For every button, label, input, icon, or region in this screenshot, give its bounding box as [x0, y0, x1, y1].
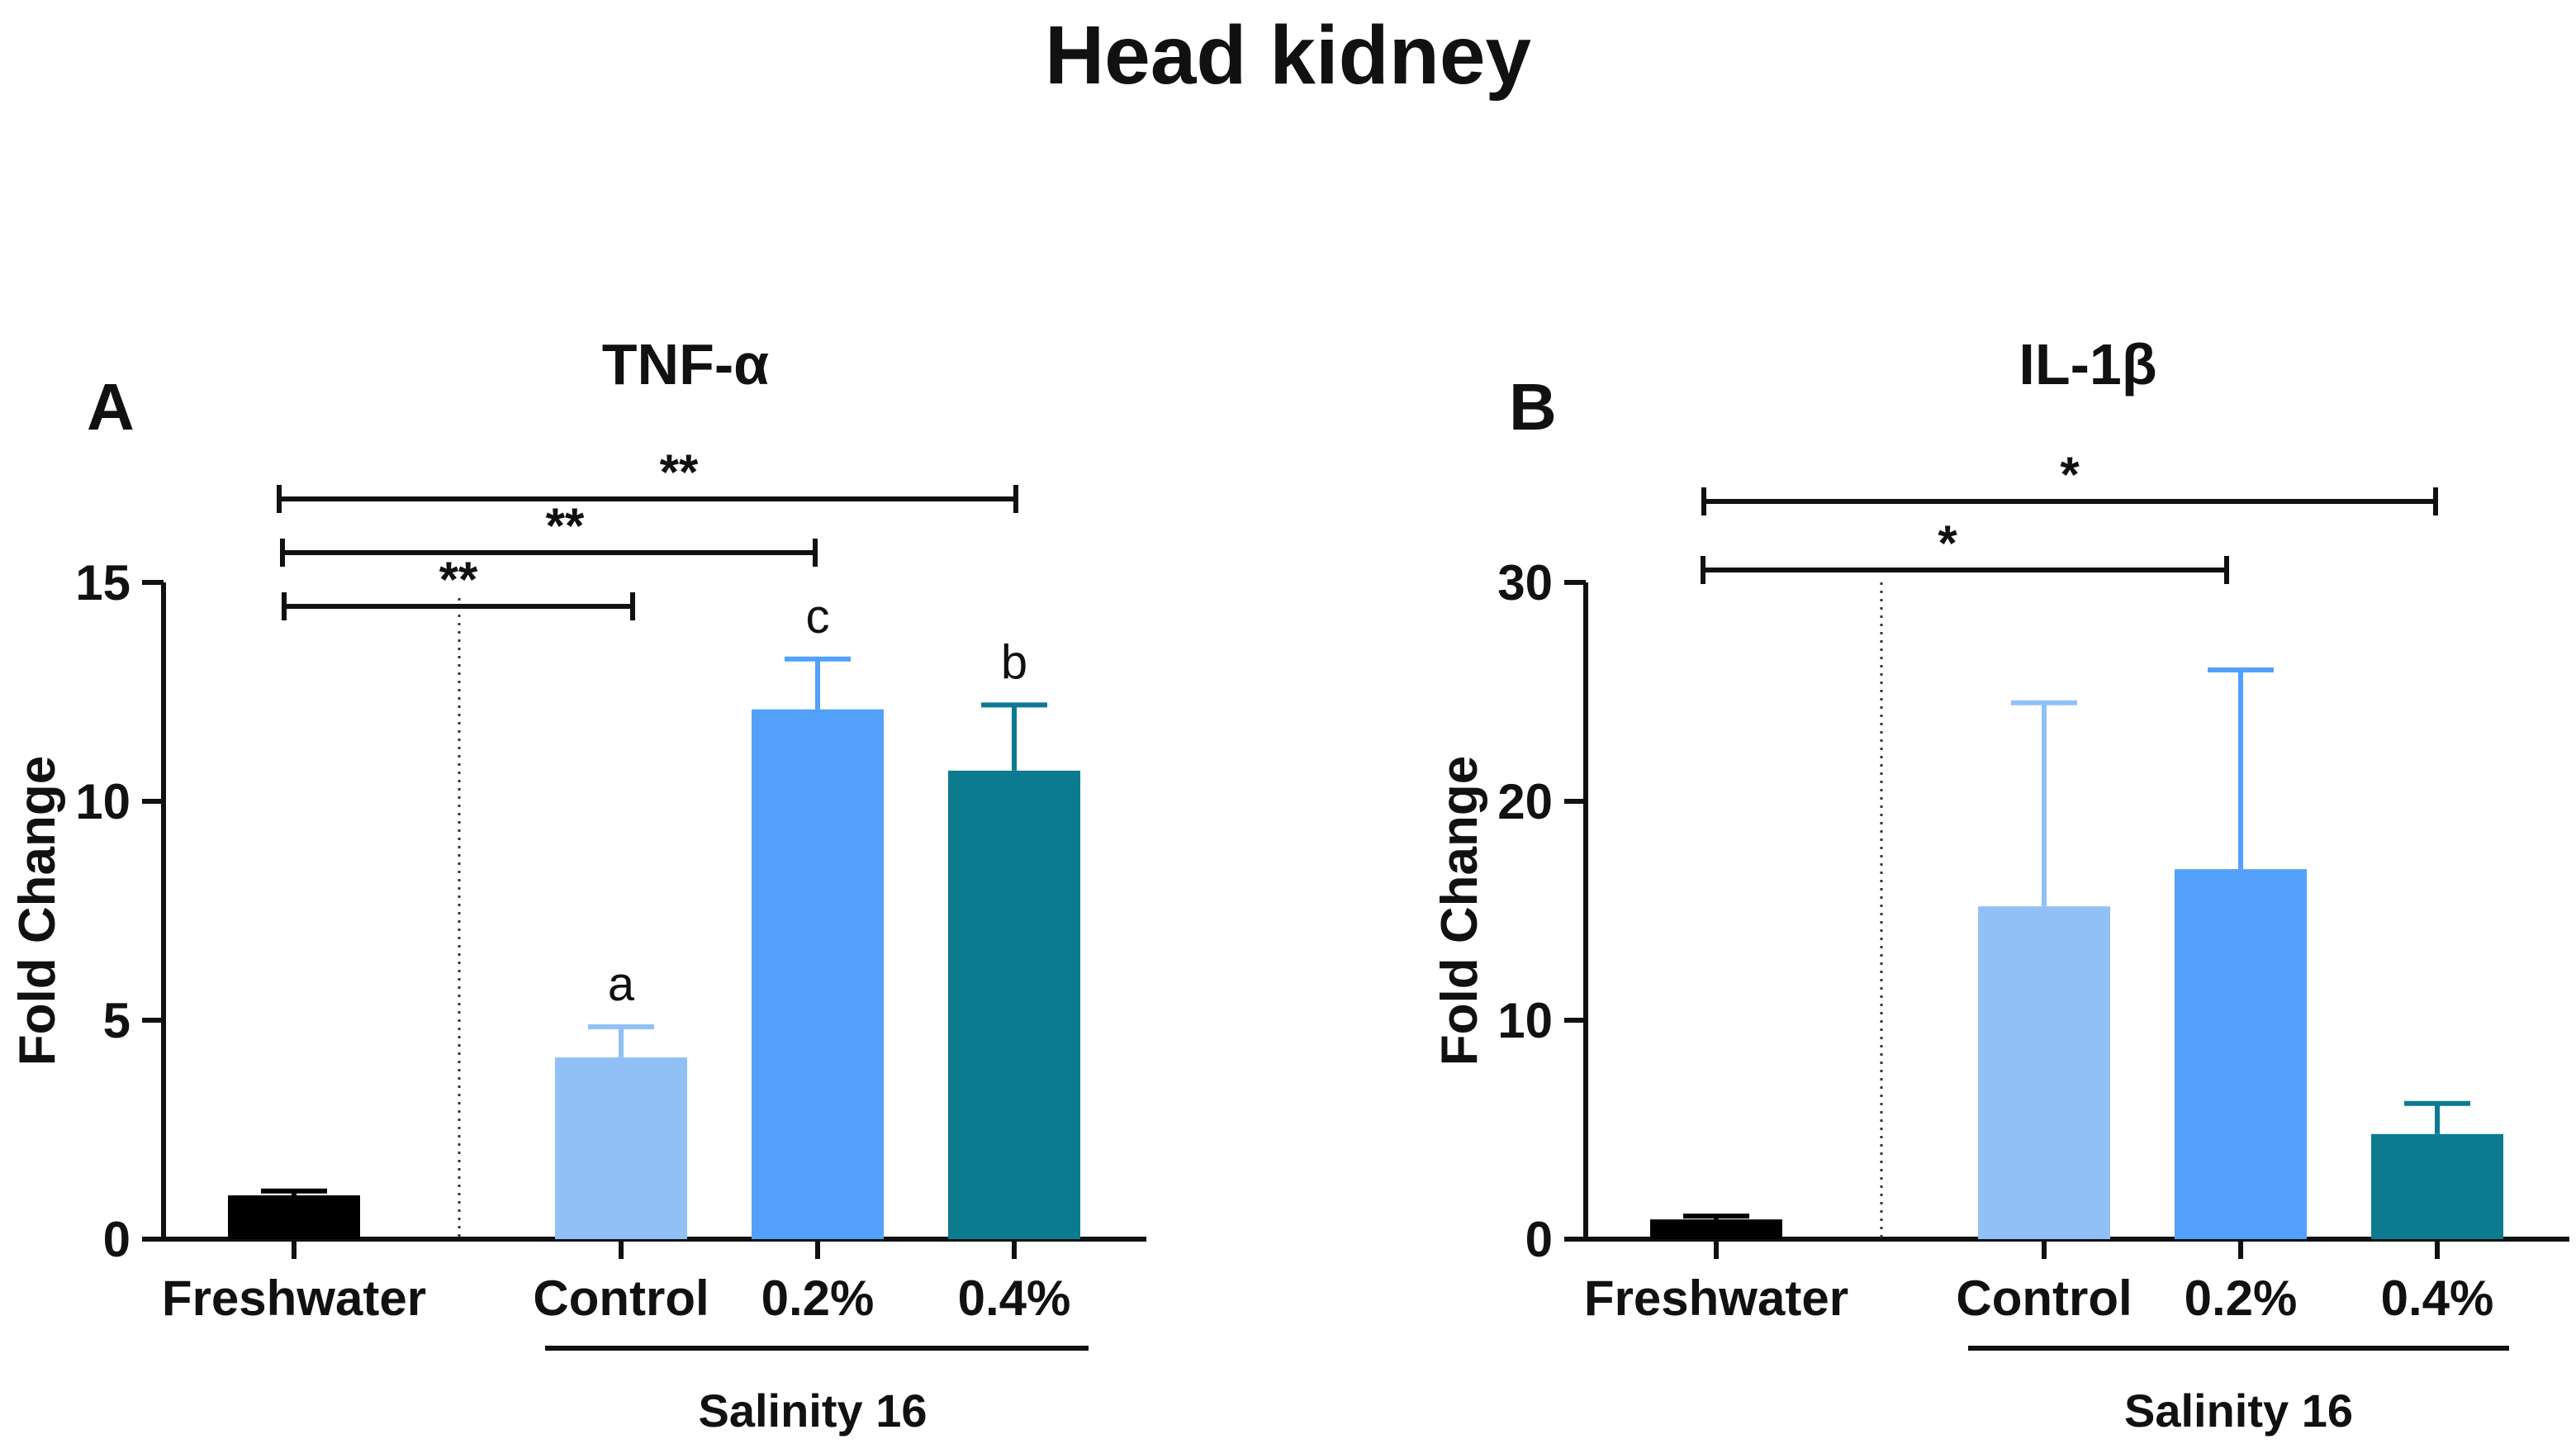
y-tick-label: 10: [1497, 993, 1553, 1048]
bar-0: [228, 1195, 360, 1239]
group-label: Salinity 16: [2124, 1385, 2353, 1437]
bar-3: [948, 770, 1080, 1239]
y-axis-label: Fold Change: [9, 756, 66, 1066]
y-tick-label: 15: [75, 555, 130, 610]
significance-label: **: [439, 552, 478, 607]
significance-label: **: [546, 498, 585, 553]
x-tick-label: 0.2%: [761, 1271, 875, 1326]
y-tick-label: 30: [1497, 555, 1553, 610]
x-tick-label: Control: [1956, 1271, 2132, 1326]
significance-letter: a: [608, 957, 635, 1011]
chart-title: TNF-α: [602, 332, 769, 397]
y-tick-label: 0: [103, 1212, 130, 1267]
group-label: Salinity 16: [698, 1385, 927, 1437]
x-tick-label: 0.2%: [2185, 1271, 2298, 1326]
y-tick-label: 5: [103, 993, 130, 1048]
significance-label: **: [660, 444, 699, 500]
bar-3: [2371, 1133, 2503, 1239]
chart-panel-b: B IL-1β Fold Change 0 10 20 30 Freshwater Contro…: [1431, 332, 2569, 1437]
significance-letter: c: [806, 590, 830, 644]
bar-2: [2175, 869, 2307, 1239]
x-tick-label: Control: [533, 1271, 709, 1326]
x-tick-label: 0.4%: [2381, 1271, 2494, 1326]
bar-2: [752, 709, 884, 1239]
y-tick-label: 0: [1525, 1212, 1553, 1267]
panel-label: B: [1509, 370, 1557, 444]
bar-1: [555, 1057, 687, 1239]
bar-0: [1650, 1219, 1782, 1239]
y-tick-label: 10: [75, 774, 130, 829]
y-axis-label: Fold Change: [1431, 756, 1488, 1066]
panel-label: A: [87, 370, 135, 444]
significance-letter: b: [1001, 635, 1027, 689]
significance-label: *: [1938, 515, 1957, 571]
chart-panel-a: A TNF-α Fold Change 0 5 10 15 Freshwater Control…: [9, 332, 1146, 1437]
bar-1: [1978, 906, 2110, 1239]
x-tick-label: Freshwater: [162, 1271, 426, 1326]
x-tick-label: 0.4%: [958, 1271, 1071, 1326]
figure-title: Head kidney: [1044, 9, 1532, 102]
chart-title: IL-1β: [2019, 332, 2156, 397]
x-tick-label: Freshwater: [1584, 1271, 1848, 1326]
y-tick-label: 20: [1497, 774, 1553, 829]
significance-label: *: [2060, 447, 2080, 502]
